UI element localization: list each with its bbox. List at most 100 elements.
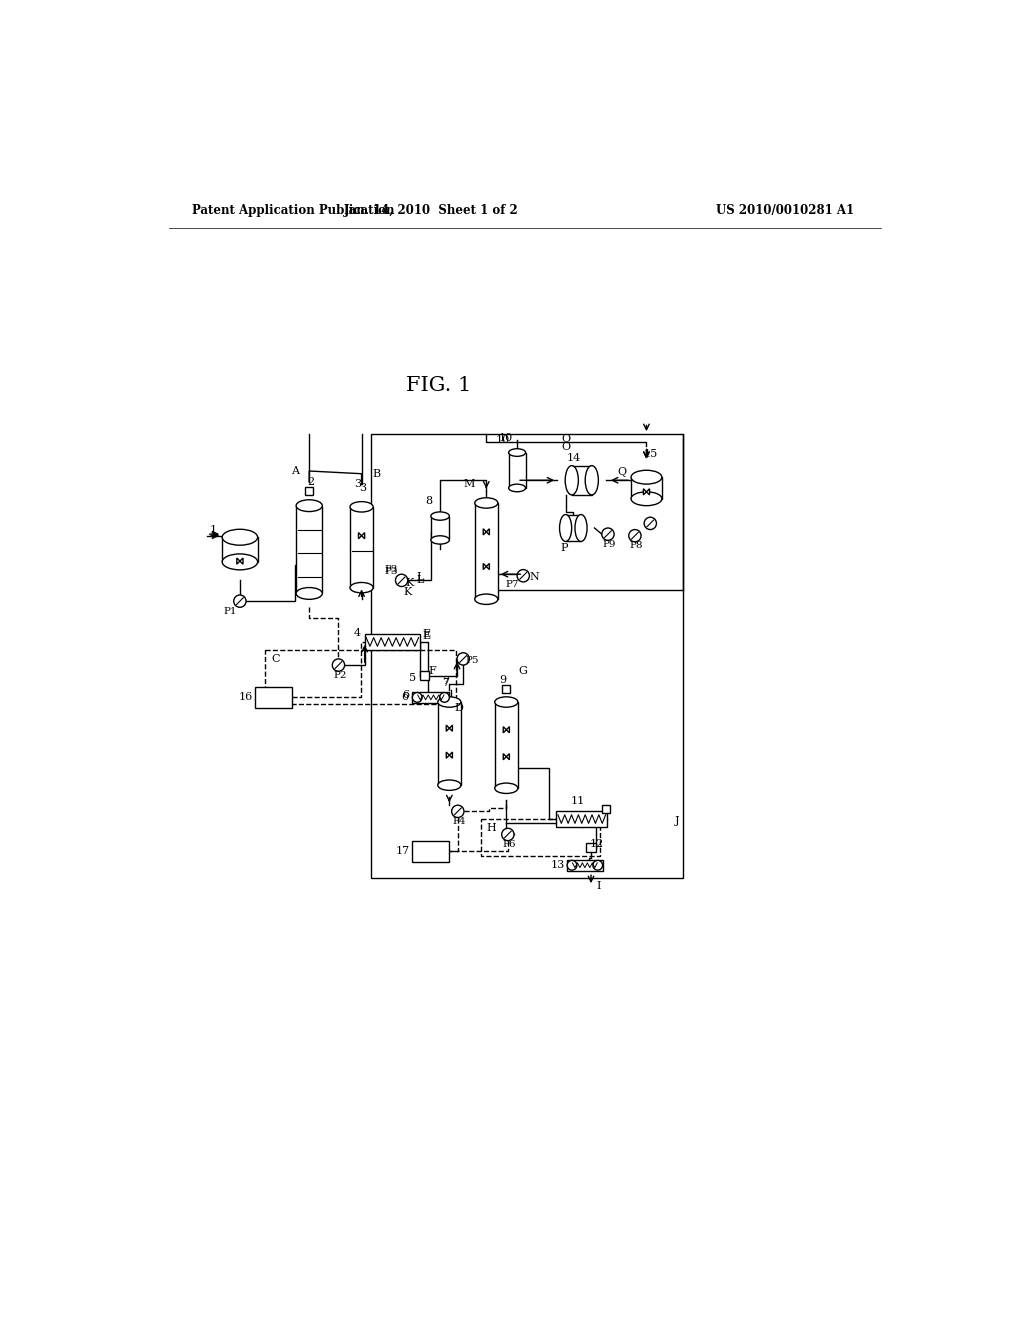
Text: 7: 7 — [442, 676, 449, 686]
Text: K: K — [403, 587, 412, 597]
Text: 6: 6 — [401, 693, 409, 702]
Text: 15: 15 — [643, 449, 657, 459]
Ellipse shape — [296, 500, 323, 512]
Bar — [503, 685, 510, 693]
Polygon shape — [237, 558, 240, 564]
Bar — [475, 503, 498, 599]
Polygon shape — [643, 488, 646, 495]
Bar — [631, 478, 662, 499]
Bar — [509, 453, 525, 488]
Text: G: G — [519, 667, 527, 676]
Text: A: A — [292, 466, 299, 477]
Circle shape — [629, 529, 641, 543]
Text: P6: P6 — [503, 840, 516, 849]
Bar — [365, 635, 420, 649]
Text: P7: P7 — [506, 581, 519, 590]
Bar — [556, 812, 607, 826]
Ellipse shape — [509, 449, 525, 457]
Circle shape — [233, 595, 246, 607]
Text: 16: 16 — [239, 693, 253, 702]
Circle shape — [395, 574, 408, 586]
Text: 12: 12 — [590, 838, 604, 849]
Ellipse shape — [509, 484, 525, 492]
Bar — [602, 805, 609, 813]
Polygon shape — [446, 725, 450, 731]
Text: 10: 10 — [496, 436, 510, 445]
Circle shape — [452, 805, 464, 817]
Text: 3: 3 — [354, 479, 361, 490]
Text: D: D — [454, 704, 463, 713]
Polygon shape — [506, 754, 509, 760]
Ellipse shape — [350, 582, 373, 593]
Polygon shape — [240, 558, 243, 564]
Circle shape — [602, 528, 614, 540]
Bar — [413, 692, 450, 702]
Text: 6: 6 — [402, 690, 410, 700]
Circle shape — [567, 861, 577, 870]
Text: L: L — [417, 572, 424, 582]
Bar — [255, 686, 292, 708]
Text: Patent Application Publication: Patent Application Publication — [193, 205, 394, 218]
Polygon shape — [450, 752, 453, 758]
Text: B: B — [373, 469, 381, 479]
Bar — [567, 859, 602, 871]
Ellipse shape — [438, 780, 461, 791]
Text: P4: P4 — [453, 817, 466, 826]
Text: P3: P3 — [384, 566, 397, 576]
Text: 3: 3 — [359, 483, 367, 492]
Ellipse shape — [585, 466, 598, 495]
Bar — [565, 515, 581, 541]
Text: P3: P3 — [384, 565, 397, 574]
Polygon shape — [483, 564, 486, 570]
Polygon shape — [450, 725, 453, 731]
Polygon shape — [361, 533, 365, 539]
Polygon shape — [486, 564, 489, 570]
Text: 1: 1 — [209, 525, 216, 536]
Text: 5: 5 — [409, 673, 416, 684]
Ellipse shape — [565, 466, 579, 495]
Text: P5: P5 — [466, 656, 479, 665]
Text: 2: 2 — [307, 477, 314, 487]
Bar — [413, 841, 450, 862]
Ellipse shape — [495, 783, 518, 793]
Text: 10: 10 — [499, 433, 513, 444]
Text: FIG. 1: FIG. 1 — [406, 376, 471, 395]
Text: P8: P8 — [630, 541, 643, 550]
Text: 11: 11 — [570, 796, 585, 805]
Text: Jan. 14, 2010  Sheet 1 of 2: Jan. 14, 2010 Sheet 1 of 2 — [343, 205, 518, 218]
Text: P1: P1 — [224, 607, 238, 616]
Bar — [222, 537, 258, 562]
Bar — [296, 506, 323, 594]
Text: 14: 14 — [567, 453, 582, 463]
Ellipse shape — [495, 697, 518, 708]
Circle shape — [413, 693, 422, 702]
Ellipse shape — [631, 470, 662, 484]
Bar — [495, 702, 518, 788]
Polygon shape — [506, 726, 509, 733]
Ellipse shape — [559, 515, 571, 541]
Text: K: K — [406, 578, 414, 587]
Text: Q: Q — [617, 467, 627, 477]
Text: N: N — [529, 573, 539, 582]
Polygon shape — [446, 752, 450, 758]
Ellipse shape — [222, 529, 258, 545]
Ellipse shape — [350, 502, 373, 512]
Polygon shape — [486, 529, 489, 535]
Bar — [371, 434, 683, 878]
Polygon shape — [503, 726, 506, 733]
Text: O: O — [561, 434, 570, 445]
Text: J: J — [675, 816, 680, 825]
Text: C: C — [271, 653, 280, 664]
Polygon shape — [483, 529, 486, 535]
Text: I: I — [596, 880, 601, 891]
Text: 4: 4 — [353, 628, 360, 638]
Text: 8: 8 — [425, 496, 432, 506]
Bar — [305, 487, 313, 495]
Bar — [481, 818, 600, 857]
Circle shape — [644, 517, 656, 529]
Text: E: E — [422, 630, 430, 639]
Text: 13: 13 — [551, 861, 565, 870]
Ellipse shape — [574, 515, 587, 541]
Bar — [438, 702, 461, 785]
Bar — [350, 507, 373, 587]
